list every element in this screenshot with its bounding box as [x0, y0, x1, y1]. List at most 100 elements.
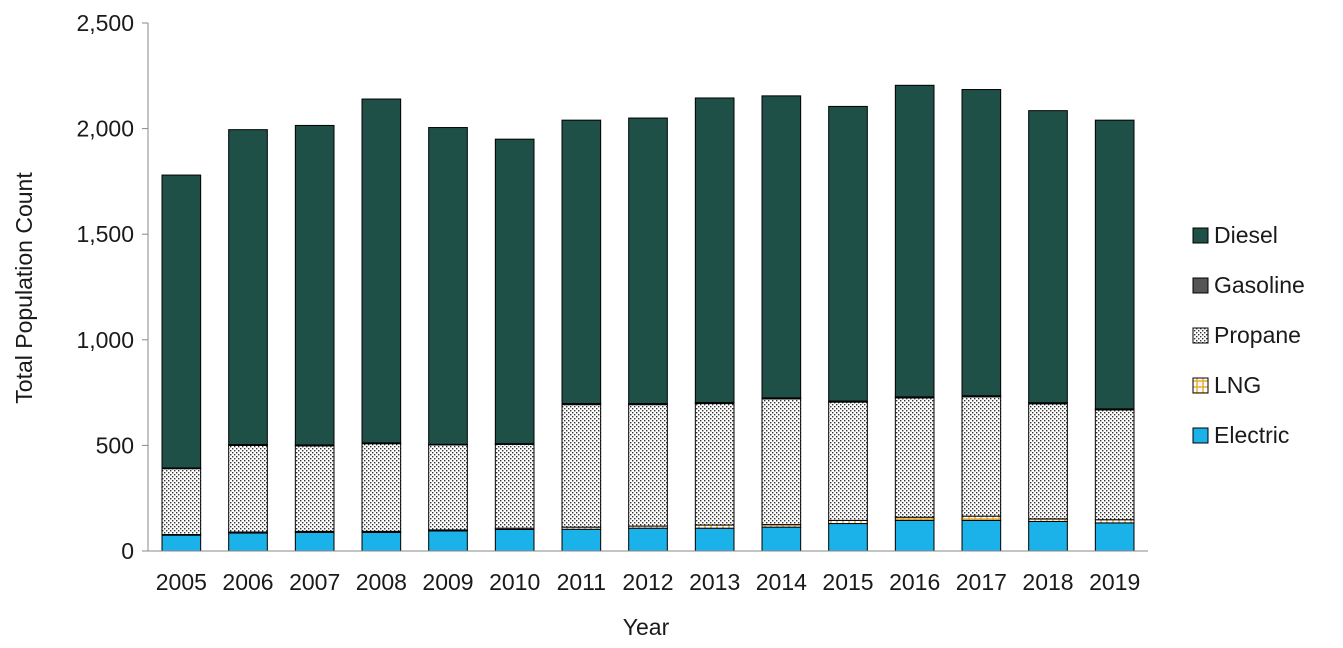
- legend-label: Diesel: [1214, 222, 1278, 248]
- legend-swatch: [1192, 377, 1209, 394]
- bar-segment-diesel-2011: [561, 119, 602, 405]
- bar-segment-propane-2012: [628, 404, 668, 527]
- legend-swatch: [1192, 227, 1209, 244]
- bar-segment-diesel-2009: [428, 127, 468, 445]
- legend: Diesel Gasoline Propane LNG Electric: [1192, 222, 1305, 448]
- bar-stack-2011: [561, 119, 602, 552]
- legend-label: Gasoline: [1214, 272, 1305, 298]
- legend-item-propane: Propane: [1192, 322, 1301, 348]
- bar-segment-propane-2019: [1094, 409, 1135, 521]
- x-tick-label: 2008: [356, 569, 407, 595]
- bar-segment-propane-2005: [161, 468, 202, 536]
- bar-stack-2006: [228, 129, 268, 552]
- x-tick-label: 2005: [156, 569, 207, 595]
- x-tick-label: 2011: [557, 569, 606, 595]
- bar-segment-diesel-2013: [694, 97, 735, 404]
- bar-segment-electric-2018: [1028, 520, 1068, 552]
- x-tick-label: 2010: [489, 569, 540, 595]
- x-tick-label: 2017: [956, 569, 1007, 595]
- bar-segment-propane-2014: [761, 398, 802, 526]
- y-tick-label: 2,500: [76, 10, 134, 36]
- y-tick-label: 2,000: [76, 116, 134, 142]
- legend-swatch: [1192, 327, 1209, 344]
- bar-segment-electric-2008: [361, 531, 402, 552]
- bar-segment-diesel-2012: [628, 117, 668, 405]
- bar-segment-propane-2011: [561, 404, 602, 528]
- x-tick-label: 2013: [689, 569, 740, 595]
- x-tick-label: 2012: [622, 569, 673, 595]
- bar-segment-propane-2006: [228, 444, 268, 533]
- bar-segment-diesel-2010: [494, 138, 535, 445]
- bar-segment-propane-2015: [828, 401, 868, 521]
- bar-segment-propane-2016: [894, 397, 935, 518]
- bar-segment-electric-2007: [294, 531, 335, 552]
- bar-segment-diesel-2005: [161, 174, 202, 469]
- bar-segment-electric-2013: [694, 527, 735, 552]
- bar-stack-2013: [694, 97, 735, 552]
- bar-segment-diesel-2007: [294, 124, 335, 446]
- x-tick-label: 2014: [756, 569, 807, 595]
- y-axis-title: Total Population Count: [11, 172, 37, 404]
- bar-segment-electric-2005: [161, 534, 202, 552]
- bar-segment-electric-2017: [961, 519, 1002, 552]
- bar-stack-2010: [494, 138, 535, 552]
- bar-stack-2016: [894, 84, 935, 552]
- y-tick-label: 0: [121, 538, 134, 564]
- bar-stack-2005: [161, 174, 202, 552]
- legend-item-lng: LNG: [1192, 372, 1261, 398]
- bar-segment-diesel-2016: [894, 84, 935, 398]
- bar-segment-electric-2015: [828, 523, 868, 552]
- bar-segment-electric-2016: [894, 519, 935, 552]
- bar-segment-diesel-2014: [761, 95, 802, 399]
- bar-stack-2018: [1028, 110, 1068, 552]
- x-tick-label: 2019: [1089, 569, 1140, 595]
- x-tick-label: 2006: [222, 569, 273, 595]
- legend-swatch: [1192, 427, 1209, 444]
- bar-segment-lng-2017: [961, 515, 1002, 521]
- y-axis: 0 500 1,000 1,500 2,000 2,500: [76, 10, 149, 564]
- bar-segment-diesel-2018: [1028, 110, 1068, 404]
- bar-stack-2014: [761, 95, 802, 552]
- legend-label: Propane: [1214, 322, 1301, 348]
- y-tick-label: 500: [96, 432, 134, 458]
- legend-label: Electric: [1214, 422, 1289, 448]
- bar-stack-2019: [1094, 119, 1135, 552]
- bar-segment-electric-2009: [428, 530, 468, 552]
- bar-segment-diesel-2019: [1094, 119, 1135, 410]
- bar-segment-propane-2010: [494, 443, 535, 529]
- y-tick-label: 1,500: [76, 221, 134, 247]
- bar-stack-2015: [828, 105, 868, 552]
- bar-stack-2007: [294, 124, 335, 552]
- legend-item-diesel: Diesel: [1192, 222, 1278, 248]
- bar-segment-propane-2017: [961, 396, 1002, 517]
- bar-segment-electric-2011: [561, 528, 602, 552]
- x-tick-label: 2009: [422, 569, 473, 595]
- bar-stack-2017: [961, 89, 1002, 552]
- bar-segment-electric-2012: [628, 527, 668, 552]
- legend-item-gasoline: Gasoline: [1192, 272, 1305, 298]
- legend-swatch: [1192, 277, 1209, 294]
- bar-segment-electric-2019: [1094, 522, 1135, 552]
- x-tick-label: 2015: [822, 569, 873, 595]
- bar-segment-diesel-2015: [828, 105, 868, 402]
- bar-segment-propane-2018: [1028, 403, 1068, 520]
- bar-stack-2009: [428, 127, 468, 552]
- bar-segment-diesel-2017: [961, 89, 1002, 397]
- x-axis: 2005 2006 2007 2008 2009 2010 2011 2012 2013 2014…: [148, 550, 1148, 595]
- bar-segment-diesel-2006: [228, 129, 268, 446]
- x-tick-label: 2018: [1022, 569, 1073, 595]
- x-tick-label: 2016: [889, 569, 940, 595]
- bar-segment-electric-2010: [494, 528, 535, 552]
- y-tick-label: 1,000: [76, 327, 134, 353]
- bar-segment-propane-2008: [361, 443, 402, 532]
- bar-segment-electric-2006: [228, 532, 268, 552]
- bar-segment-propane-2009: [428, 444, 468, 531]
- x-axis-title: Year: [623, 614, 670, 640]
- bars: [161, 84, 1135, 552]
- bar-stack-2008: [361, 98, 402, 552]
- bar-stack-2012: [628, 117, 668, 552]
- bar-segment-diesel-2008: [361, 98, 402, 444]
- legend-item-electric: Electric: [1192, 422, 1289, 448]
